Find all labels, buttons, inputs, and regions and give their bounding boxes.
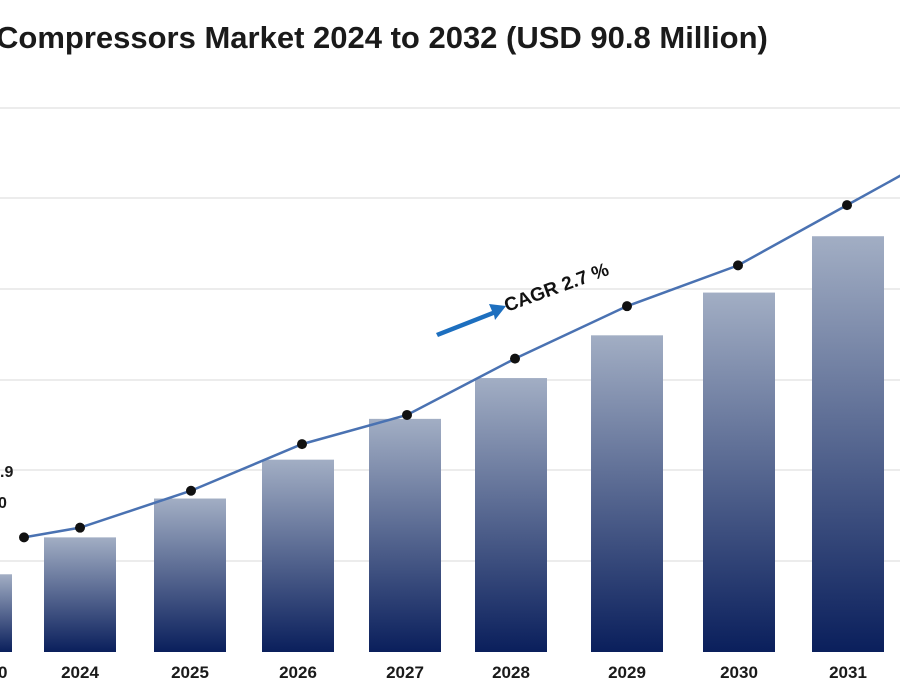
bar-2029 — [591, 335, 663, 652]
x-tick-label: 0 — [0, 663, 7, 682]
trend-line — [19, 174, 900, 543]
line-marker-2024 — [75, 522, 85, 533]
bar-2028 — [475, 378, 547, 652]
chart-title: Compressors Market 2024 to 2032 (USD 90.… — [0, 20, 768, 55]
bar-2031 — [812, 236, 884, 652]
x-tick-label: 2028 — [492, 663, 530, 682]
line-marker-2031 — [842, 200, 852, 211]
bar-2026 — [262, 459, 334, 652]
value-label-line-start: .9 — [0, 464, 13, 481]
line-marker-2023 — [19, 532, 29, 543]
line-marker-2025 — [186, 485, 196, 496]
x-tick-label: 2024 — [61, 663, 99, 682]
x-tick-label: 2027 — [386, 663, 424, 682]
x-tick-label: 2026 — [279, 663, 317, 682]
line-marker-2026 — [297, 439, 307, 450]
bar-2024 — [44, 537, 116, 652]
bar-2027 — [369, 418, 441, 652]
trend-line-path — [23, 174, 900, 539]
x-tick-label: 2030 — [720, 663, 758, 682]
value-labels: .9 0 — [0, 464, 13, 512]
x-axis-ticks: 0 2024 2025 2026 2027 2028 2029 2030 2031 — [0, 663, 867, 682]
bars — [0, 236, 884, 652]
line-marker-2030 — [733, 260, 743, 271]
cagr-arrow — [436, 304, 506, 337]
line-marker-2029 — [622, 301, 632, 312]
cagr-label: CAGR 2.7 % — [502, 259, 612, 316]
x-tick-label: 2029 — [608, 663, 646, 682]
x-tick-label: 2025 — [171, 663, 209, 682]
line-marker-2028 — [510, 353, 520, 364]
bar-2030 — [703, 292, 775, 652]
line-marker-2027 — [402, 409, 412, 420]
value-label-bar-start: 0 — [0, 495, 7, 512]
x-tick-label: 2031 — [829, 663, 867, 682]
bar-2025 — [154, 498, 226, 652]
bar-2023 — [0, 574, 12, 652]
